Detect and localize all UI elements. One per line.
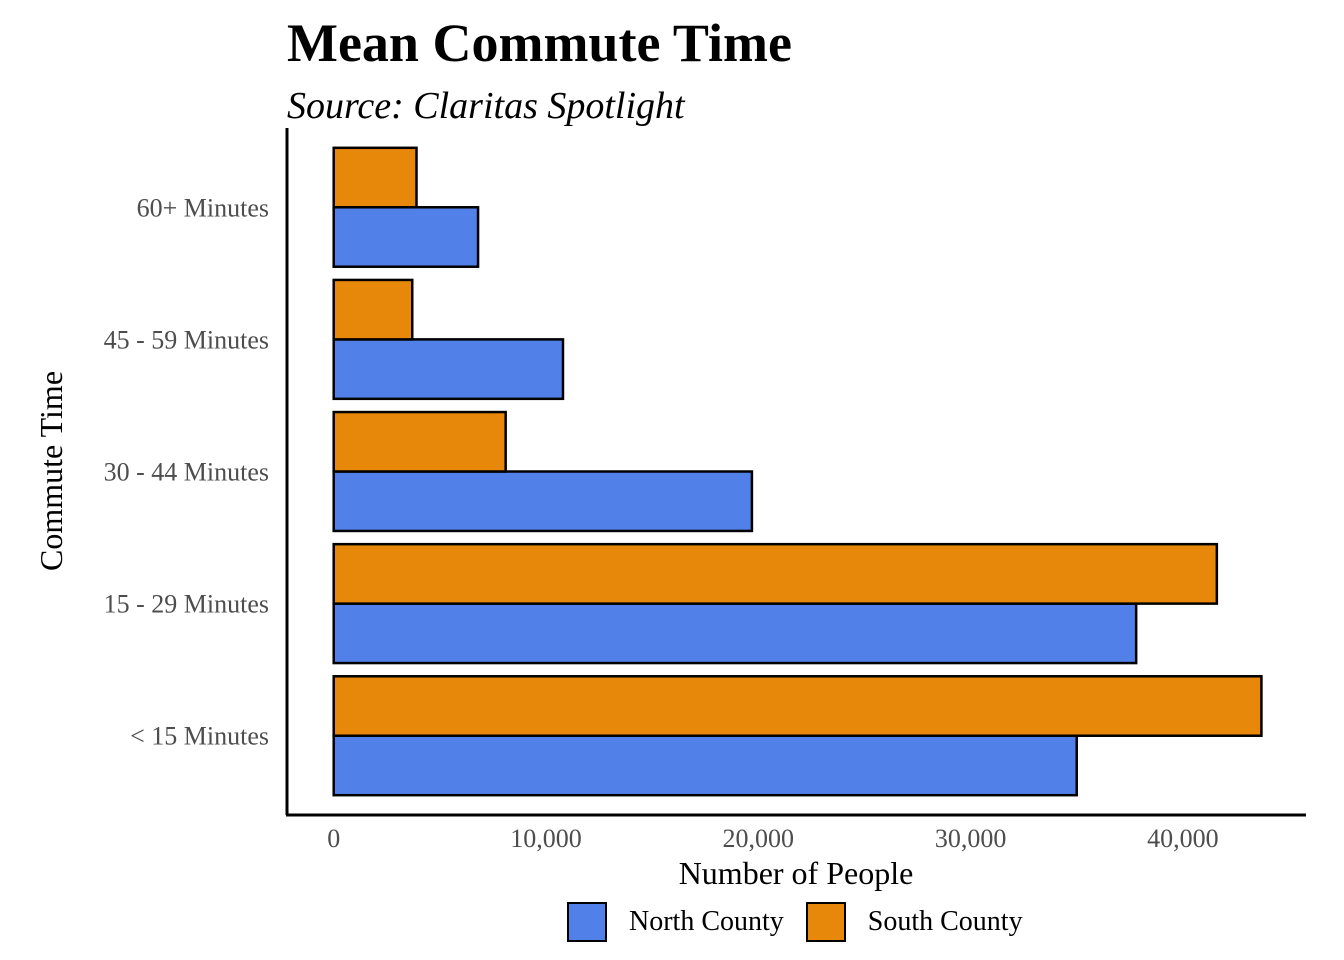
x-tick-label: 30,000 xyxy=(935,824,1007,853)
chart-plot: < 15 Minutes 15 - 29 Minutes 30 - 44 Minut… xyxy=(33,128,1306,891)
legend-label-north-county: North County xyxy=(629,906,784,937)
chart-title: Mean Commute Time xyxy=(287,13,792,73)
bar-south-county-3 xyxy=(332,278,414,341)
x-tick-label: 40,000 xyxy=(1147,824,1219,853)
legend: North County South County xyxy=(0,902,1344,952)
y-tick-label: 60+ Minutes xyxy=(137,193,269,222)
x-axis-title: Number of People xyxy=(679,855,914,891)
bar-north-county-2 xyxy=(332,470,754,533)
y-tick-label: 15 - 29 Minutes xyxy=(104,590,269,619)
bar-north-county-0 xyxy=(332,734,1078,797)
y-tick-label: 30 - 44 Minutes xyxy=(104,458,269,487)
y-tick-labels: < 15 Minutes 15 - 29 Minutes 30 - 44 Minut… xyxy=(104,193,269,750)
bar-north-county-4 xyxy=(332,206,480,268)
bar-north-county-1 xyxy=(332,602,1138,665)
bar-north-county-3 xyxy=(332,338,565,401)
bar-south-county-2 xyxy=(332,410,507,473)
y-tick-label: 45 - 59 Minutes xyxy=(104,325,269,354)
legend-key-north-county xyxy=(567,902,607,942)
legend-item-south-county: South County xyxy=(805,902,1023,942)
bar-south-county-1 xyxy=(332,542,1219,605)
legend-key-south-county xyxy=(805,902,846,942)
legend-label-south-county: South County xyxy=(867,906,1023,937)
x-tick-label: 0 xyxy=(327,824,340,853)
legend-item-north-county: North County xyxy=(567,902,784,942)
bars-layer xyxy=(332,146,1263,797)
x-tick-label: 20,000 xyxy=(723,824,795,853)
y-axis-title: Commute Time xyxy=(33,371,69,571)
x-tick-labels: 0 10,000 20,000 30,000 40,000 xyxy=(327,824,1218,853)
bar-south-county-4 xyxy=(332,146,418,209)
x-tick-label: 10,000 xyxy=(510,824,582,853)
chart-subtitle: Source: Claritas Spotlight xyxy=(287,85,685,127)
bar-south-county-0 xyxy=(332,675,1263,737)
y-tick-label: < 15 Minutes xyxy=(130,722,269,751)
